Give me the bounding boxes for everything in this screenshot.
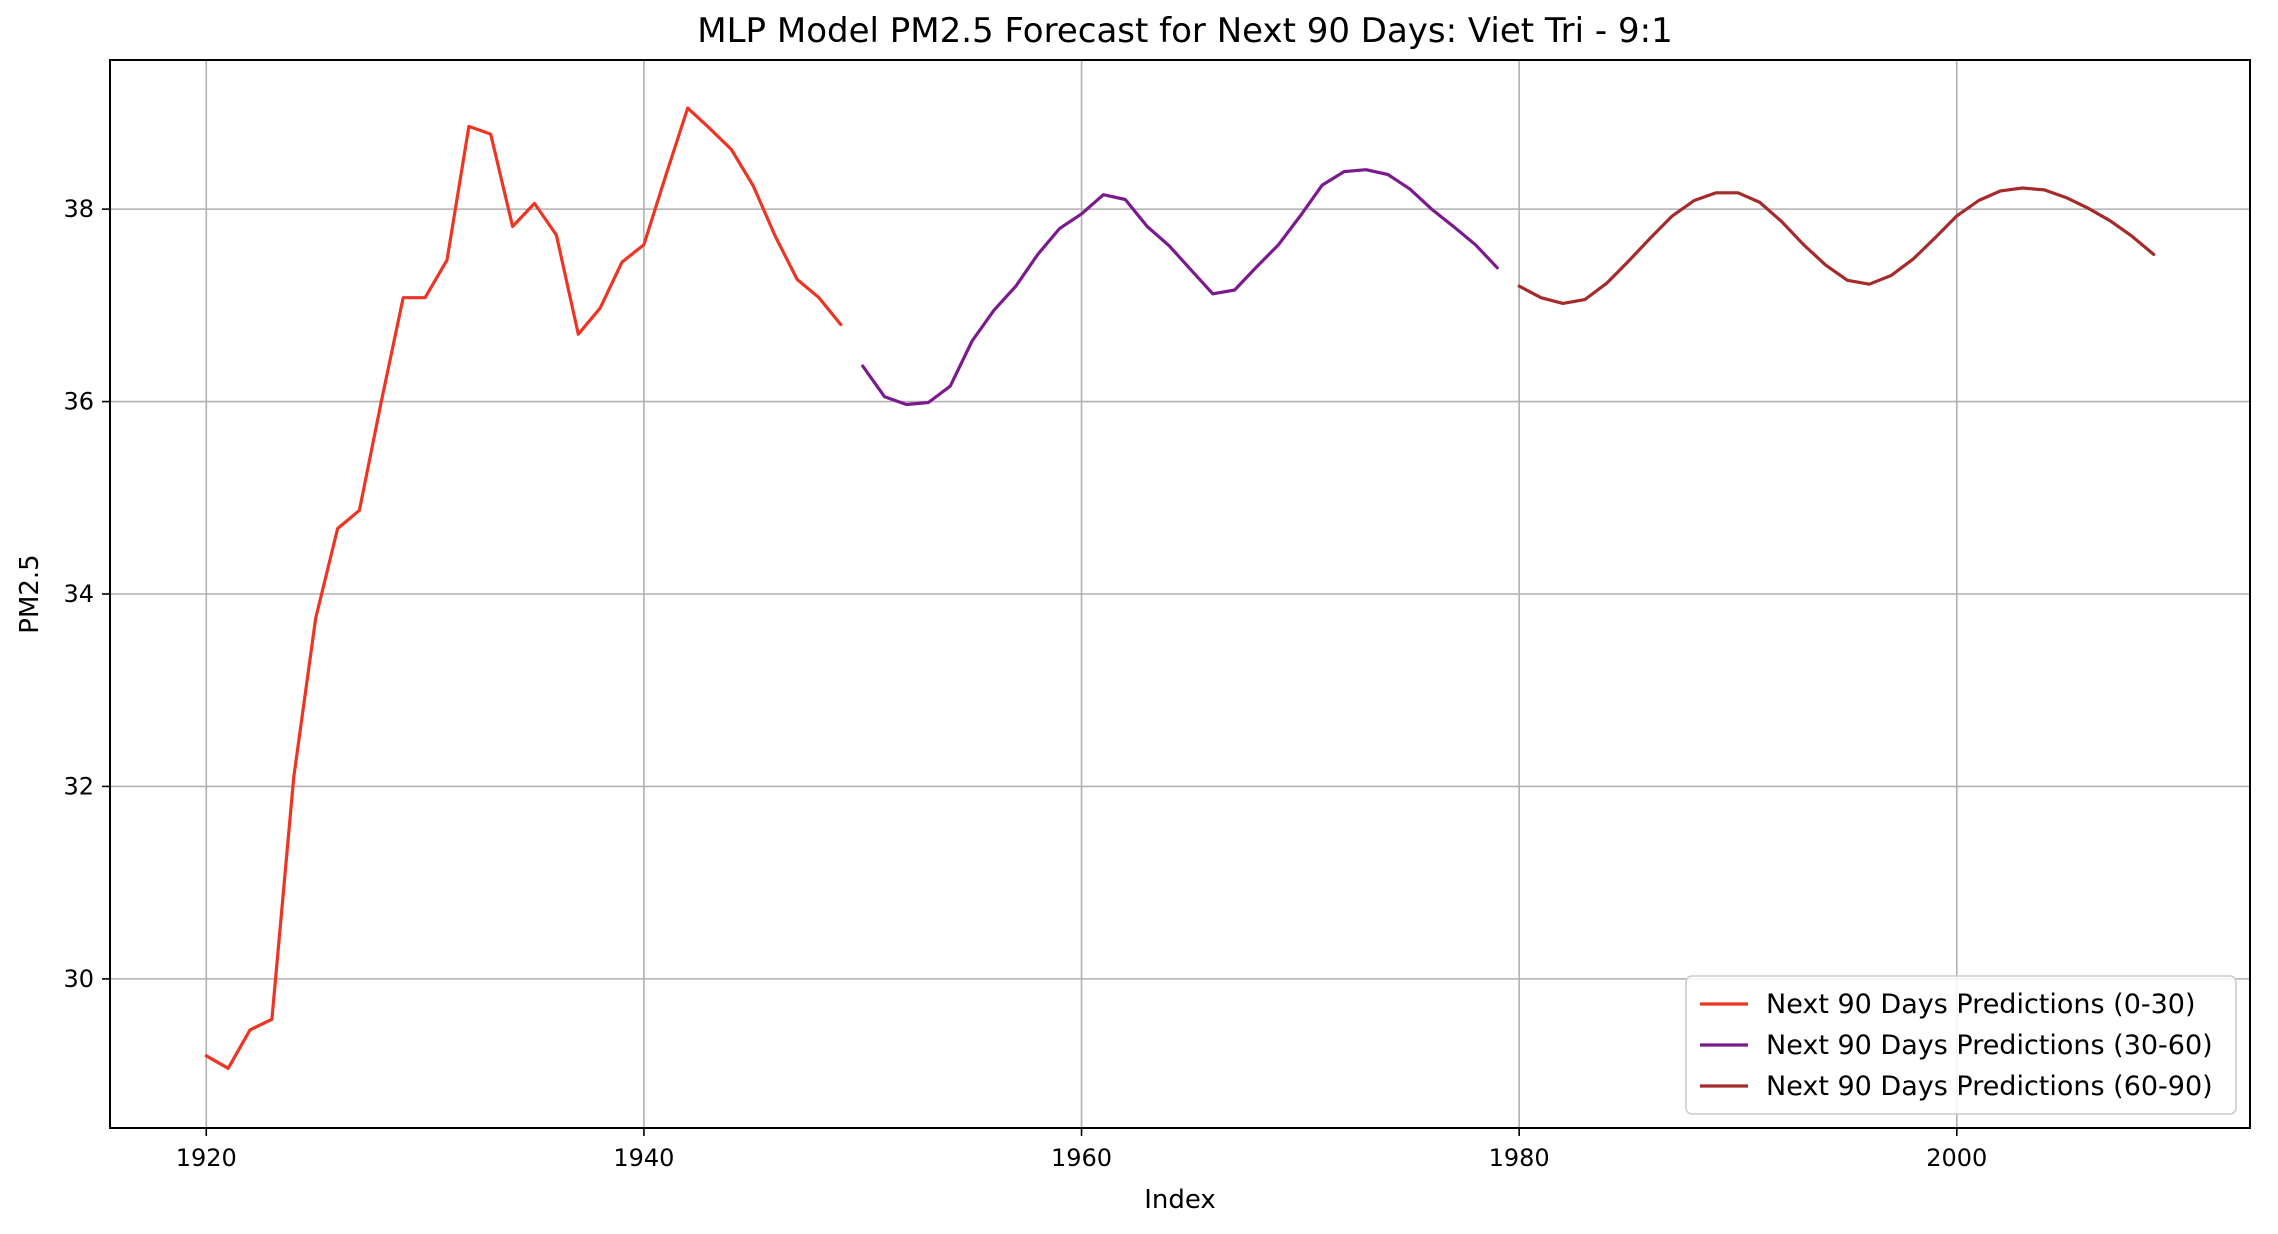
legend-entry-label: Next 90 Days Predictions (60-90) xyxy=(1766,1071,2213,1102)
x-tick-label: 1940 xyxy=(613,1144,674,1172)
x-tick-label: 1980 xyxy=(1489,1144,1550,1172)
y-axis-label: PM2.5 xyxy=(15,554,45,633)
legend-entry-label: Next 90 Days Predictions (0-30) xyxy=(1766,989,2196,1020)
y-tick-label: 38 xyxy=(63,195,94,223)
x-tick-label: 2000 xyxy=(1926,1144,1987,1172)
grid xyxy=(110,60,2250,1128)
legend-entry-label: Next 90 Days Predictions (30-60) xyxy=(1766,1030,2213,1061)
x-axis: 1920 1940 1960 1980 2000 xyxy=(176,1128,1987,1172)
y-tick-label: 36 xyxy=(63,388,94,416)
y-tick-label: 34 xyxy=(63,580,94,608)
series-line-2 xyxy=(861,168,1499,407)
x-tick-label: 1920 xyxy=(176,1144,237,1172)
legend: Next 90 Days Predictions (0-30) Next 90 D… xyxy=(1685,975,2237,1115)
series-line-3 xyxy=(1517,186,2156,305)
x-axis-label: Index xyxy=(1144,1185,1216,1215)
y-tick-label: 30 xyxy=(63,965,94,993)
series-line-1 xyxy=(204,106,843,1070)
legend-box xyxy=(1685,975,2237,1115)
series-layer xyxy=(204,106,2156,1070)
y-tick-label: 32 xyxy=(63,772,94,800)
y-axis: 30 32 34 36 38 xyxy=(63,195,110,993)
x-tick-label: 1960 xyxy=(1051,1144,1112,1172)
chart-title: MLP Model PM2.5 Forecast for Next 90 Day… xyxy=(697,11,1672,51)
